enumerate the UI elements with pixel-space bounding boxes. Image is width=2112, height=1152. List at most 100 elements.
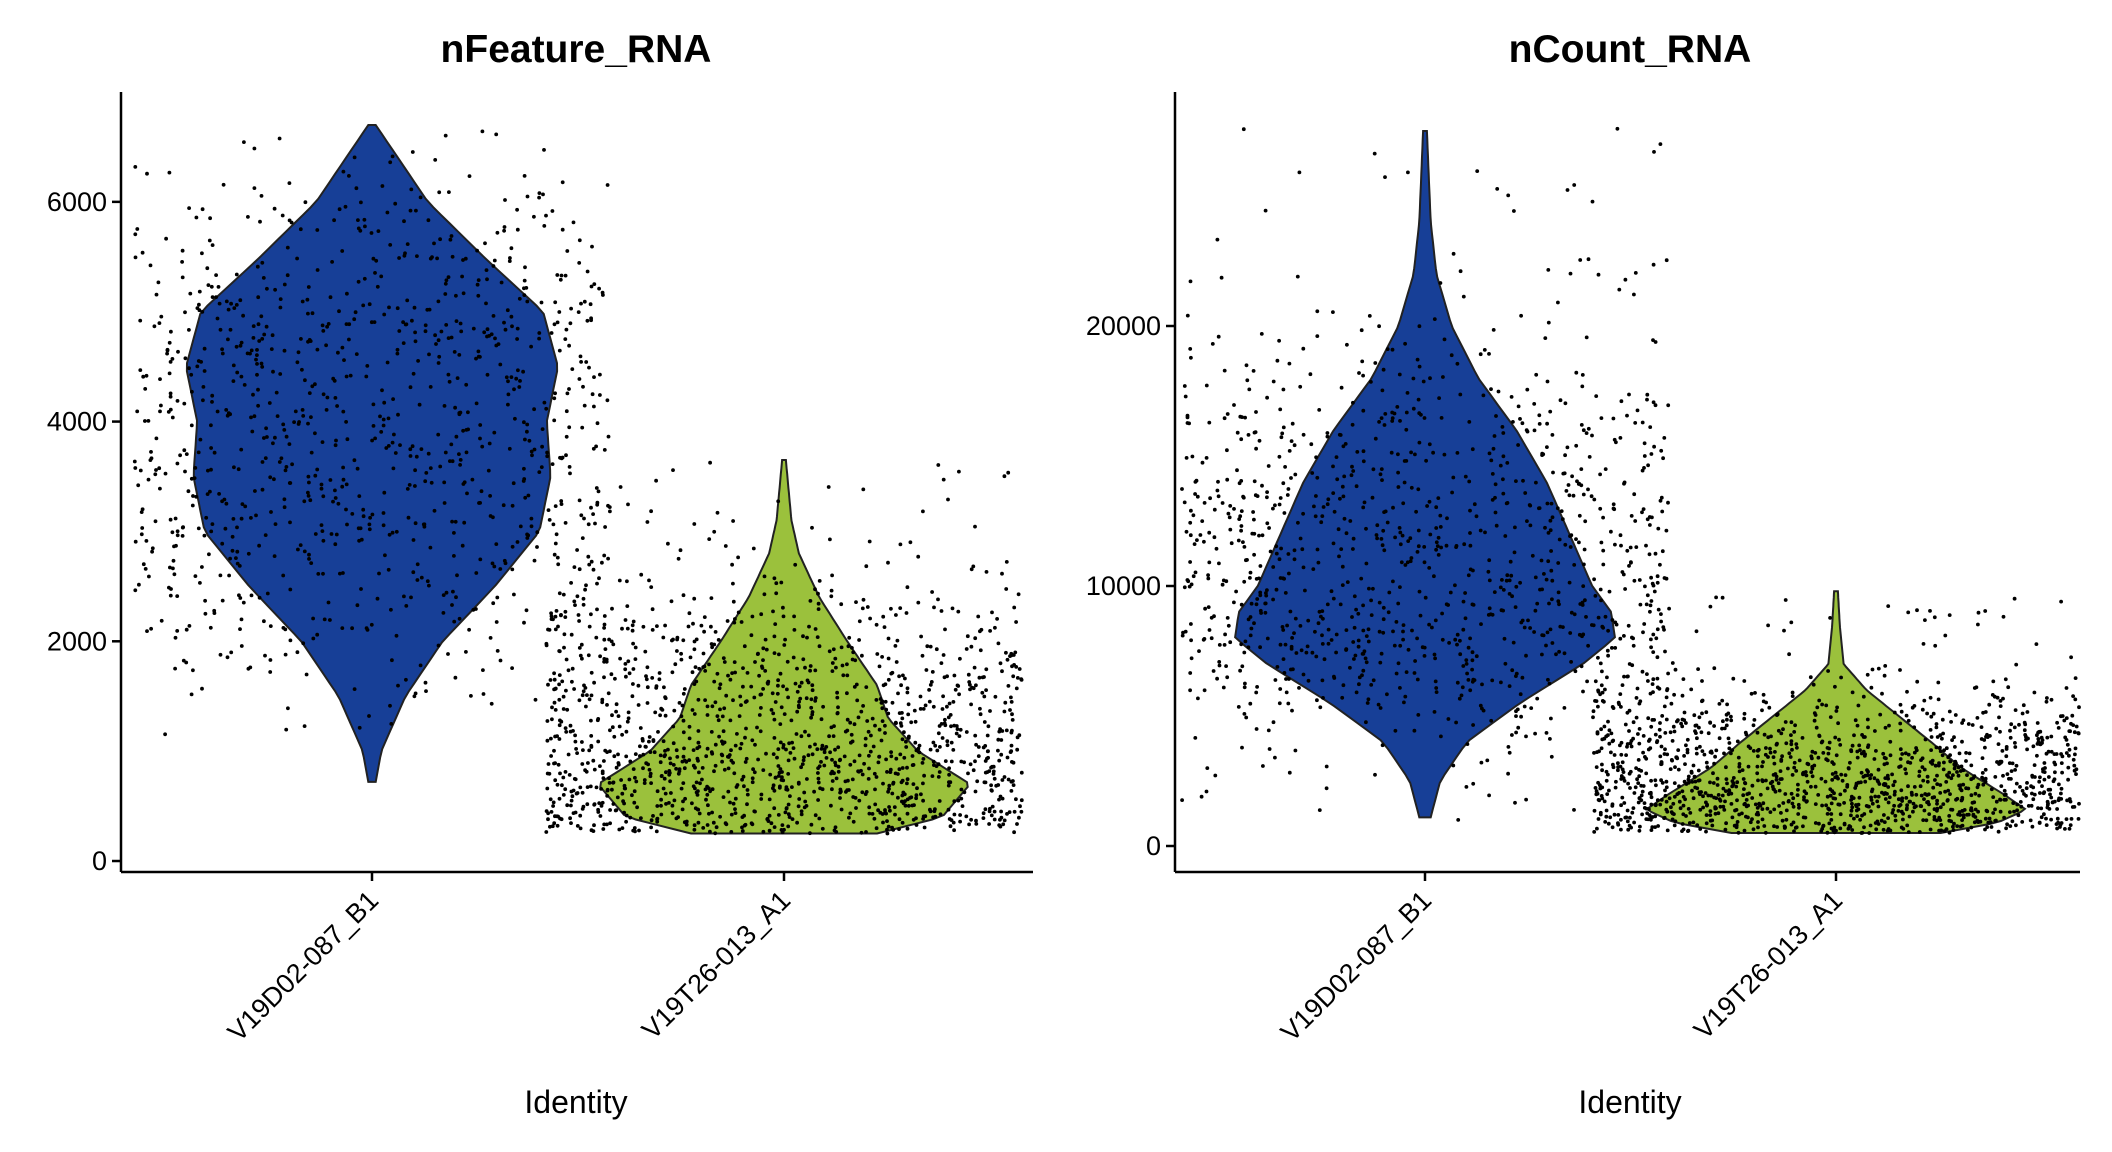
data-point bbox=[1297, 686, 1301, 690]
data-point bbox=[1966, 812, 1971, 817]
data-point bbox=[1784, 808, 1789, 813]
data-point bbox=[1470, 447, 1475, 452]
data-point bbox=[1252, 479, 1257, 484]
data-point bbox=[1629, 744, 1634, 749]
data-point bbox=[1717, 702, 1722, 706]
data-point bbox=[2064, 738, 2069, 742]
data-point bbox=[208, 489, 212, 494]
data-point bbox=[1371, 678, 1376, 683]
data-point bbox=[2055, 720, 2060, 725]
data-point bbox=[1575, 479, 1579, 484]
data-point bbox=[545, 454, 550, 459]
data-point bbox=[808, 831, 812, 836]
data-point bbox=[905, 777, 910, 782]
data-point bbox=[1608, 815, 1613, 820]
data-point bbox=[1845, 783, 1850, 787]
data-point bbox=[1239, 602, 1244, 607]
data-point bbox=[1667, 796, 1672, 801]
data-point bbox=[1464, 658, 1469, 662]
data-point bbox=[1620, 760, 1625, 765]
data-point bbox=[1979, 725, 1984, 729]
data-point bbox=[611, 642, 616, 647]
data-point bbox=[463, 256, 468, 261]
data-point bbox=[1941, 731, 1945, 736]
data-point bbox=[1514, 479, 1518, 483]
data-point bbox=[2009, 722, 2014, 727]
data-point bbox=[884, 757, 888, 762]
data-point bbox=[1666, 403, 1671, 408]
data-point bbox=[581, 384, 585, 389]
data-point bbox=[651, 738, 656, 742]
data-point bbox=[453, 675, 458, 680]
y-tick-label: 20000 bbox=[1086, 311, 1161, 341]
data-point bbox=[1696, 667, 1700, 671]
data-point bbox=[1320, 633, 1324, 638]
data-point bbox=[1217, 643, 1222, 647]
data-point bbox=[402, 594, 406, 599]
data-point bbox=[2048, 787, 2053, 792]
data-point bbox=[1882, 820, 1887, 824]
data-point bbox=[498, 567, 503, 571]
data-point bbox=[1704, 813, 1709, 817]
data-point bbox=[608, 821, 612, 826]
data-point bbox=[573, 733, 577, 738]
data-point bbox=[844, 790, 848, 794]
data-point bbox=[1674, 755, 1679, 760]
data-point bbox=[873, 802, 878, 807]
data-point bbox=[761, 658, 765, 662]
data-point bbox=[1568, 534, 1572, 538]
data-point bbox=[880, 655, 884, 659]
data-point bbox=[947, 766, 951, 771]
data-point bbox=[772, 825, 777, 829]
data-point bbox=[1351, 400, 1355, 405]
data-point bbox=[1239, 642, 1244, 647]
data-point bbox=[510, 324, 514, 329]
data-point bbox=[1404, 427, 1409, 432]
data-point bbox=[906, 712, 911, 717]
data-point bbox=[661, 786, 666, 791]
data-point bbox=[822, 763, 827, 768]
data-point bbox=[2056, 726, 2061, 730]
data-point bbox=[419, 575, 424, 580]
data-point bbox=[1690, 788, 1694, 793]
data-point bbox=[503, 327, 508, 332]
data-point bbox=[1506, 745, 1511, 749]
data-point bbox=[436, 432, 441, 437]
data-point bbox=[650, 676, 655, 680]
data-point bbox=[2059, 761, 2064, 765]
data-point bbox=[1680, 693, 1685, 698]
data-point bbox=[1652, 589, 1657, 594]
data-point bbox=[808, 599, 813, 603]
data-point bbox=[1381, 367, 1386, 372]
data-point bbox=[1446, 717, 1451, 721]
data-point bbox=[1352, 625, 1357, 630]
y-tick-label: 0 bbox=[1146, 831, 1161, 861]
data-point bbox=[1579, 423, 1584, 427]
data-point bbox=[1921, 642, 1926, 646]
data-point bbox=[1239, 437, 1244, 442]
data-point bbox=[1341, 683, 1346, 688]
data-point bbox=[352, 687, 357, 691]
y-tick-label: 2000 bbox=[47, 626, 107, 656]
data-point bbox=[1377, 420, 1381, 424]
data-point bbox=[1634, 696, 1639, 700]
data-point bbox=[1360, 359, 1365, 364]
data-point bbox=[252, 146, 257, 151]
data-point bbox=[1520, 675, 1525, 680]
data-point bbox=[1815, 705, 1820, 710]
data-point bbox=[1390, 410, 1395, 415]
data-point bbox=[636, 703, 641, 707]
data-point bbox=[1519, 714, 1523, 719]
data-point bbox=[1212, 535, 1217, 540]
data-point bbox=[1906, 784, 1910, 789]
data-point bbox=[1920, 765, 1925, 769]
data-point bbox=[527, 438, 532, 443]
data-point bbox=[720, 714, 725, 719]
data-point bbox=[591, 446, 596, 451]
data-point bbox=[438, 464, 443, 469]
data-point bbox=[725, 619, 730, 623]
data-point bbox=[772, 634, 777, 639]
data-point bbox=[749, 633, 754, 638]
x-tick-label: V19D02-087_B1 bbox=[222, 885, 384, 1047]
data-point bbox=[2071, 757, 2076, 762]
